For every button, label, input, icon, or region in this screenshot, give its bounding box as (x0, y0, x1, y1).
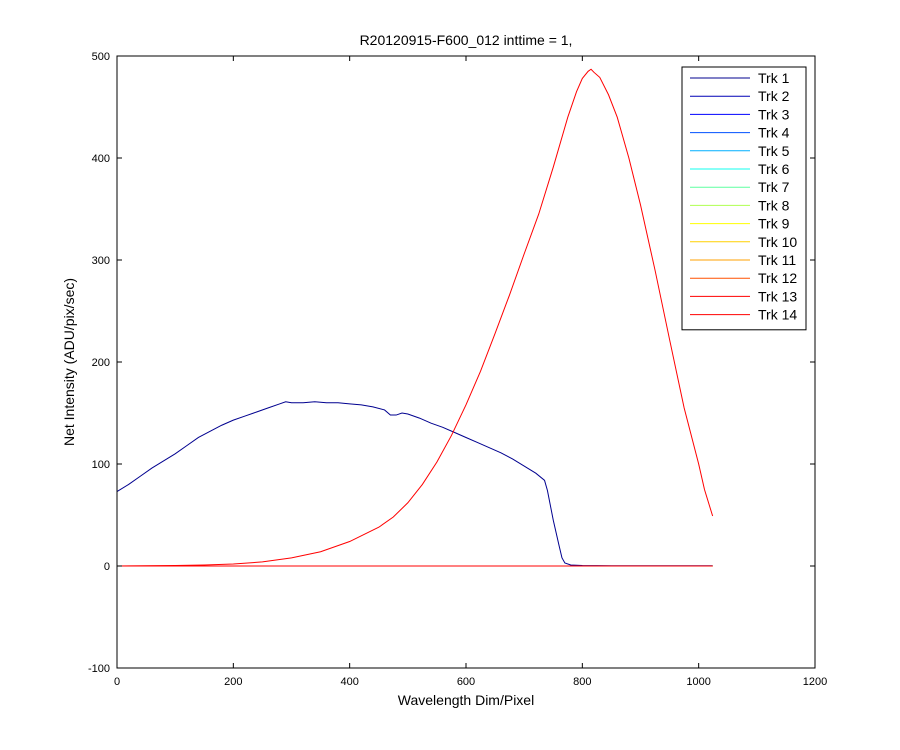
y-tick-label: 400 (92, 153, 110, 165)
legend-label: Trk 3 (758, 106, 790, 122)
y-tick-label: 500 (92, 51, 110, 63)
x-tick-label: 1000 (686, 676, 710, 688)
y-axis-label: Net Intensity (ADU/pix/sec) (61, 278, 77, 446)
x-tick-label: 600 (457, 676, 475, 688)
y-tick-label: 300 (92, 255, 110, 267)
legend: Trk 1 Trk 2 Trk 3 Trk 4 Trk 5 Trk 6 Trk 7 Trk 8… (681, 66, 807, 331)
legend-box (681, 66, 807, 331)
y-tick-label: 200 (92, 357, 110, 369)
legend-label: Trk 9 (758, 216, 790, 232)
legend-label: Trk 2 (758, 88, 790, 104)
y-tick-label: 100 (92, 459, 110, 471)
legend-label: Trk 6 (758, 161, 790, 177)
legend-label: Trk 7 (758, 179, 790, 195)
legend-label: Trk 1 (758, 70, 790, 86)
y-tick-label: -100 (88, 663, 110, 675)
legend-label: Trk 12 (758, 270, 797, 286)
legend-label: Trk 4 (758, 125, 790, 141)
x-tick-label: 800 (573, 676, 591, 688)
series-line-trk-1 (116, 401, 713, 567)
legend-label: Trk 8 (758, 197, 790, 213)
legend-label: Trk 11 (758, 252, 796, 268)
ticks-layer: 0 200 400 600 800 1000 1200 -100 0 100 200 300 400 50… (88, 51, 827, 688)
legend-label: Trk 14 (758, 307, 797, 323)
legend-label: Trk 5 (758, 143, 790, 159)
x-axis-label: Wavelength Dim/Pixel (398, 692, 534, 708)
series-line-trk-14 (116, 68, 714, 567)
legend-label: Trk 10 (758, 234, 797, 250)
y-tick-label: 0 (104, 561, 110, 573)
chart-title: R20120915-F600_012 inttime = 1, (360, 32, 573, 48)
x-tick-label: 0 (114, 676, 120, 688)
legend-label: Trk 13 (758, 288, 797, 304)
x-tick-label: 200 (224, 676, 242, 688)
x-tick-label: 1200 (803, 676, 827, 688)
x-tick-label: 400 (340, 676, 358, 688)
series-layer (116, 68, 714, 567)
